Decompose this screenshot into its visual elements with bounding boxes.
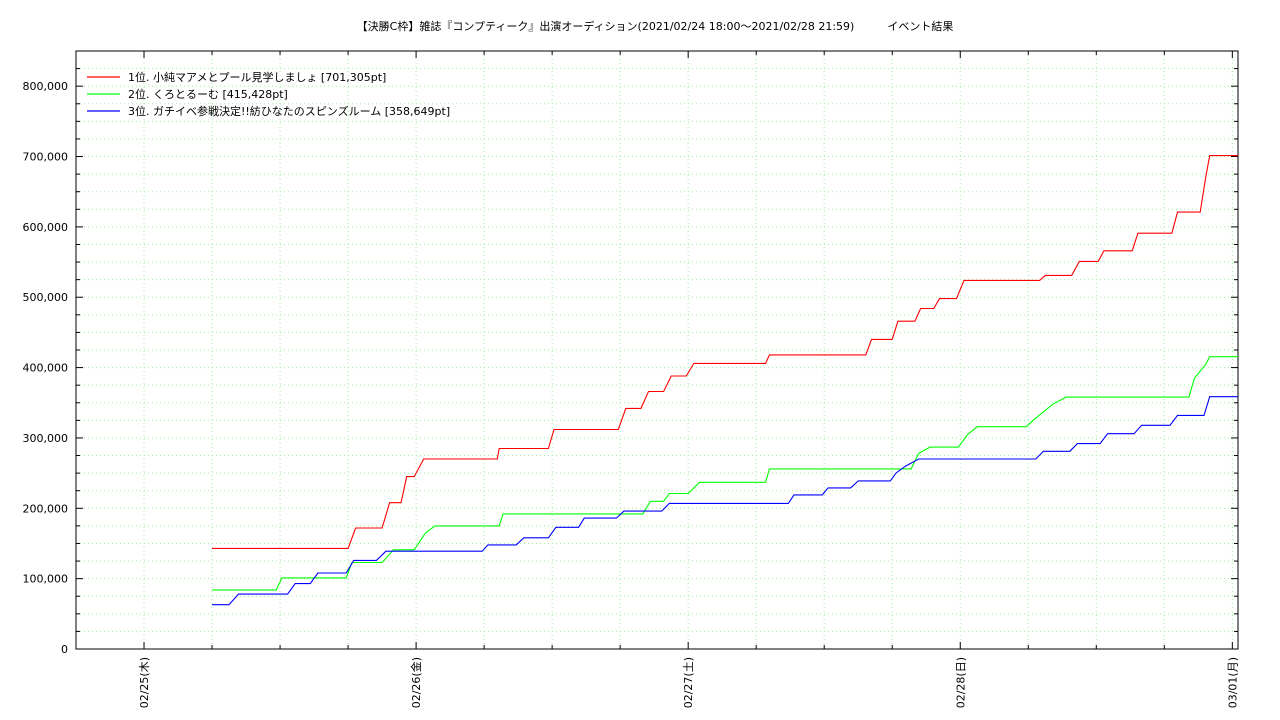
- y-tick-label: 800,000: [23, 80, 69, 93]
- y-tick-label: 300,000: [23, 432, 69, 445]
- series-lines: [212, 155, 1238, 606]
- y-tick-label: 500,000: [23, 291, 69, 304]
- legend-label-1: 1位. 小純マアメとプール見学しましょ [701,305pt]: [128, 70, 386, 84]
- y-tick-label: 400,000: [23, 362, 69, 375]
- series-line-2: [212, 356, 1238, 591]
- chart-title: 【決勝C枠】雑誌『コンプティーク』出演オーディション(2021/02/24 18…: [356, 20, 954, 33]
- x-tick-label: 02/28(日): [954, 657, 967, 708]
- grid: [75, 51, 1238, 649]
- legend-label-2: 2位. くろとるーむ [415,428pt]: [128, 87, 288, 101]
- y-tick-label: 700,000: [23, 151, 69, 164]
- x-tick-label: 02/25(木): [138, 657, 151, 708]
- x-tick-label: 03/01(月): [1226, 657, 1239, 708]
- ticks: 0 100,000 200,000 300,000 400,000 500,000 600,…: [23, 51, 1239, 708]
- legend: 1位. 小純マアメとプール見学しましょ [701,305pt] 2位. くろとるー…: [87, 70, 450, 118]
- y-tick-label: 600,000: [23, 221, 69, 234]
- x-tick-label: 02/27(土): [682, 657, 695, 708]
- y-tick-label: 200,000: [23, 502, 69, 515]
- y-tick-label: 100,000: [23, 573, 69, 586]
- series-line-3: [212, 396, 1238, 606]
- series-line-1: [212, 155, 1238, 549]
- x-tick-label: 02/26(金): [409, 657, 423, 708]
- y-tick-label: 0: [61, 643, 68, 656]
- legend-label-3: 3位. ガチイベ参戦決定!!紡ひなたのスピンズルーム [358,649pt]: [128, 104, 450, 118]
